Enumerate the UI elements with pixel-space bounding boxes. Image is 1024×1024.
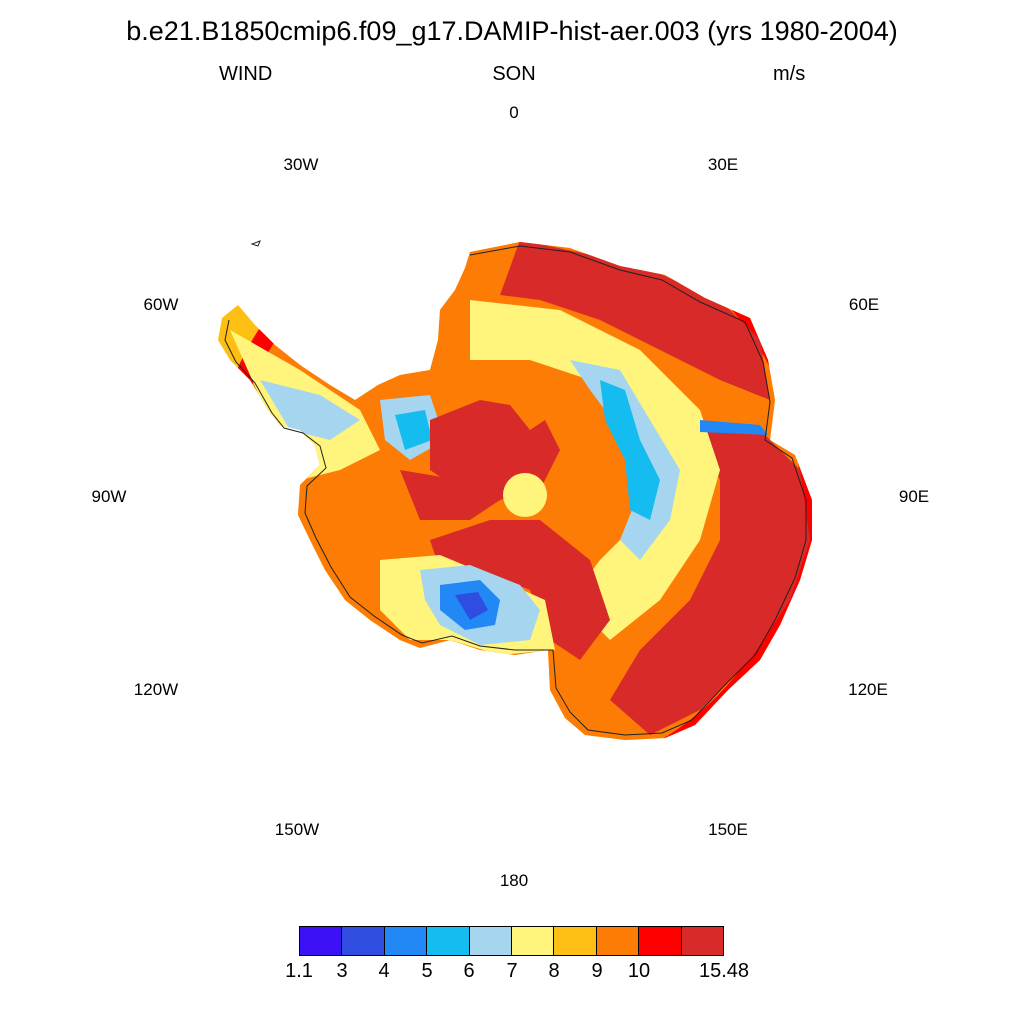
colorbar-swatch	[469, 927, 513, 955]
units-label: m/s	[773, 63, 806, 85]
colorbar-label: 1.1	[285, 960, 313, 982]
colorbar-label: 3	[336, 960, 348, 982]
colorbar-swatch	[554, 927, 597, 955]
colorbar-swatch	[427, 927, 470, 955]
colorbar	[299, 926, 724, 956]
lon-label-150e: 150E	[708, 820, 748, 839]
lon-label-90e: 90E	[898, 487, 930, 506]
season-label: SON	[492, 63, 536, 85]
variable-label: WIND	[219, 63, 273, 85]
lon-label-0: 0	[509, 103, 519, 122]
colorbar-label: 9	[591, 960, 603, 982]
colorbar-label: 10	[627, 960, 651, 982]
colorbar-label: 15.48	[698, 960, 750, 982]
colorbar-label: 8	[548, 960, 560, 982]
lon-label-120w: 120W	[133, 680, 179, 699]
lon-label-30e: 30E	[707, 155, 739, 174]
colorbar-swatch	[596, 927, 640, 955]
colorbar-label: 5	[421, 960, 433, 982]
lon-label-60w: 60W	[143, 295, 179, 314]
colorbar-label: 6	[463, 960, 475, 982]
lon-label-150w: 150W	[274, 820, 320, 839]
colorbar-swatch	[342, 927, 385, 955]
colorbar-label: 7	[506, 960, 518, 982]
colorbar-swatch	[681, 927, 724, 955]
lon-label-60e: 60E	[848, 295, 880, 314]
colorbar-swatch	[512, 927, 555, 955]
colorbar-label: 4	[378, 960, 390, 982]
map-title: b.e21.B1850cmip6.f09_g17.DAMIP-hist-aer.…	[126, 16, 898, 46]
colorbar-swatch	[384, 927, 428, 955]
lon-label-120e: 120E	[848, 680, 888, 699]
colorbar-swatch	[300, 927, 343, 955]
colorbar-swatch	[639, 927, 682, 955]
lon-label-30w: 30W	[283, 155, 319, 174]
lon-label-90w: 90W	[91, 487, 127, 506]
lon-label-180: 180	[499, 871, 529, 890]
